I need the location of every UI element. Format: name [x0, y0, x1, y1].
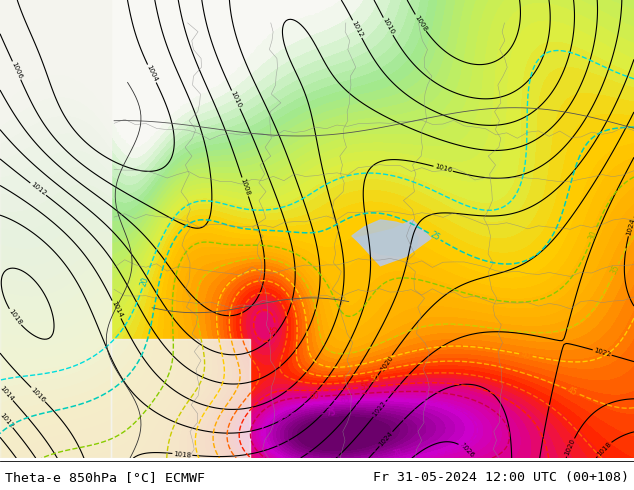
Bar	[114, 330, 273, 458]
Text: 70: 70	[392, 448, 404, 459]
Polygon shape	[355, 220, 431, 266]
Text: 1014: 1014	[110, 300, 123, 319]
Text: 65: 65	[340, 395, 351, 405]
Bar	[0, 0, 111, 458]
Text: 1004: 1004	[145, 64, 158, 83]
Text: 1010: 1010	[381, 17, 395, 36]
Text: 60: 60	[309, 392, 319, 401]
Bar	[111, 339, 250, 458]
Text: 35: 35	[609, 263, 621, 276]
Text: 1018: 1018	[595, 441, 612, 458]
Text: 1020: 1020	[564, 438, 576, 457]
Text: 30: 30	[587, 230, 599, 242]
Text: 55: 55	[269, 324, 280, 335]
Text: 45: 45	[566, 386, 579, 397]
Text: 25: 25	[428, 230, 441, 243]
Text: 1006: 1006	[10, 61, 23, 80]
Text: 1016: 1016	[434, 164, 453, 174]
Text: 1012: 1012	[0, 411, 15, 429]
Text: 40: 40	[521, 350, 531, 361]
Text: Theta-e 850hPa [°C] ECMWF: Theta-e 850hPa [°C] ECMWF	[5, 471, 205, 484]
Text: 20: 20	[139, 276, 150, 288]
Text: 1012: 1012	[29, 181, 47, 197]
Text: 1020: 1020	[379, 354, 394, 372]
Text: 1024: 1024	[378, 430, 394, 447]
Text: 55: 55	[359, 382, 370, 392]
Text: 1008: 1008	[240, 177, 251, 196]
Text: 50: 50	[370, 374, 381, 384]
Text: 1016: 1016	[30, 386, 46, 403]
Bar	[0, 0, 114, 458]
Text: 1014: 1014	[0, 384, 15, 402]
Text: 1010: 1010	[230, 90, 242, 109]
Text: 1022: 1022	[372, 400, 387, 418]
Text: 75: 75	[325, 408, 336, 417]
Text: 1008: 1008	[413, 14, 428, 32]
Text: 1018: 1018	[7, 308, 23, 326]
Text: 1026: 1026	[458, 442, 475, 459]
Text: Fr 31-05-2024 12:00 UTC (00+108): Fr 31-05-2024 12:00 UTC (00+108)	[373, 471, 629, 484]
Text: 1024: 1024	[626, 218, 634, 236]
Polygon shape	[352, 220, 418, 257]
Text: 1022: 1022	[593, 347, 612, 358]
Text: 1012: 1012	[351, 20, 364, 38]
Text: 1018: 1018	[173, 451, 191, 458]
Bar	[456, 0, 634, 206]
